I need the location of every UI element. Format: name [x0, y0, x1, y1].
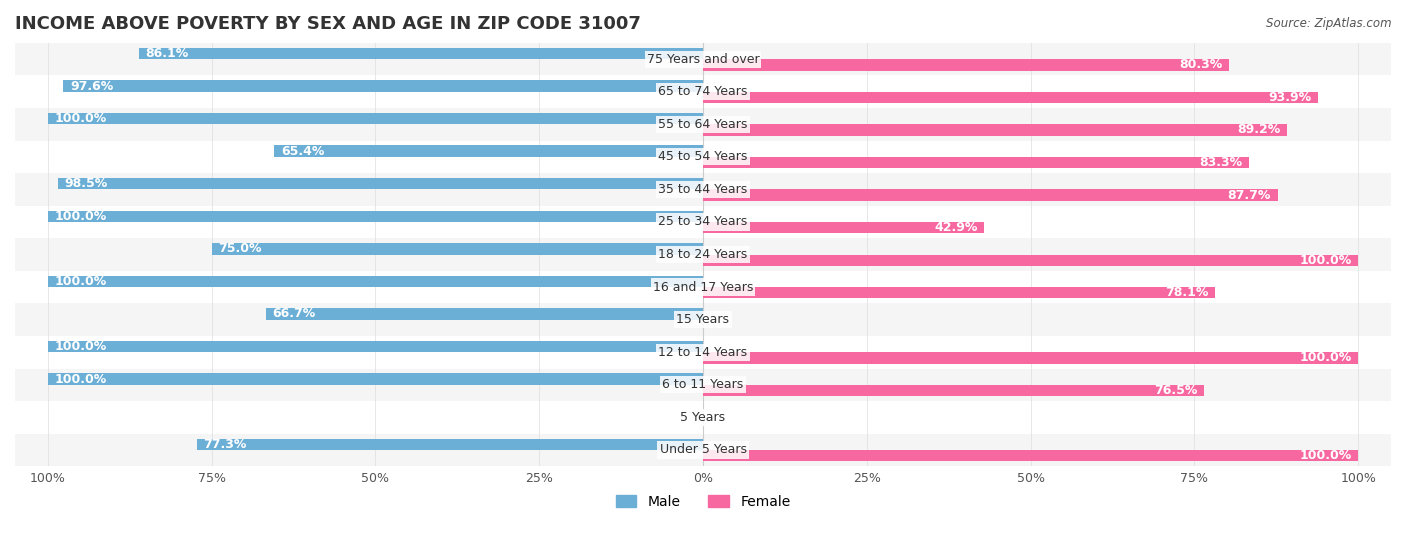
- Bar: [15, 206, 1391, 238]
- Text: 89.2%: 89.2%: [1237, 123, 1281, 137]
- Text: 100.0%: 100.0%: [1299, 254, 1351, 267]
- Text: 65.4%: 65.4%: [281, 145, 325, 158]
- Text: 100.0%: 100.0%: [55, 340, 107, 353]
- Text: 100.0%: 100.0%: [55, 373, 107, 386]
- Bar: [703, 287, 1215, 299]
- Bar: [139, 48, 703, 59]
- Text: 65 to 74 Years: 65 to 74 Years: [658, 85, 748, 98]
- Text: 75 Years and over: 75 Years and over: [647, 52, 759, 66]
- Legend: Male, Female: Male, Female: [610, 489, 796, 514]
- Bar: [15, 43, 1391, 75]
- Bar: [15, 336, 1391, 368]
- Text: 86.1%: 86.1%: [145, 47, 188, 60]
- Bar: [15, 434, 1391, 466]
- Text: 78.1%: 78.1%: [1164, 286, 1208, 299]
- Bar: [15, 108, 1391, 141]
- Bar: [703, 385, 1205, 396]
- Bar: [48, 341, 703, 352]
- Bar: [48, 210, 703, 222]
- Bar: [15, 271, 1391, 304]
- Bar: [703, 59, 1229, 70]
- Bar: [15, 75, 1391, 108]
- Bar: [211, 243, 703, 254]
- Text: 100.0%: 100.0%: [1299, 352, 1351, 364]
- Bar: [703, 352, 1358, 364]
- Text: 75.0%: 75.0%: [218, 242, 262, 256]
- Bar: [703, 157, 1249, 169]
- Bar: [703, 189, 1278, 201]
- Bar: [48, 373, 703, 385]
- Text: 87.7%: 87.7%: [1227, 189, 1271, 201]
- Bar: [703, 222, 984, 233]
- Bar: [703, 254, 1358, 266]
- Bar: [15, 238, 1391, 271]
- Text: 100.0%: 100.0%: [55, 210, 107, 223]
- Text: 5 Years: 5 Years: [681, 411, 725, 424]
- Text: 80.3%: 80.3%: [1180, 59, 1223, 71]
- Text: Under 5 Years: Under 5 Years: [659, 444, 747, 456]
- Text: 66.7%: 66.7%: [273, 307, 316, 320]
- Bar: [15, 368, 1391, 401]
- Text: 100.0%: 100.0%: [55, 275, 107, 288]
- Bar: [266, 308, 703, 320]
- Bar: [703, 92, 1319, 103]
- Text: 35 to 44 Years: 35 to 44 Years: [658, 183, 748, 196]
- Text: 12 to 14 Years: 12 to 14 Years: [658, 346, 748, 359]
- Text: 77.3%: 77.3%: [202, 437, 246, 451]
- Text: 15 Years: 15 Years: [676, 313, 730, 326]
- Bar: [703, 124, 1288, 136]
- Bar: [15, 401, 1391, 434]
- Text: 98.5%: 98.5%: [65, 177, 107, 190]
- Bar: [48, 113, 703, 124]
- Text: INCOME ABOVE POVERTY BY SEX AND AGE IN ZIP CODE 31007: INCOME ABOVE POVERTY BY SEX AND AGE IN Z…: [15, 15, 641, 33]
- Text: 83.3%: 83.3%: [1199, 156, 1243, 169]
- Text: 42.9%: 42.9%: [934, 221, 977, 234]
- Bar: [703, 450, 1358, 461]
- Text: Source: ZipAtlas.com: Source: ZipAtlas.com: [1267, 17, 1392, 30]
- Bar: [15, 304, 1391, 336]
- Bar: [15, 173, 1391, 206]
- Bar: [15, 141, 1391, 173]
- Bar: [63, 80, 703, 92]
- Text: 97.6%: 97.6%: [70, 80, 114, 93]
- Text: 100.0%: 100.0%: [1299, 449, 1351, 462]
- Text: 18 to 24 Years: 18 to 24 Years: [658, 248, 748, 261]
- Text: 16 and 17 Years: 16 and 17 Years: [652, 281, 754, 294]
- Text: 93.9%: 93.9%: [1268, 91, 1312, 104]
- Text: 6 to 11 Years: 6 to 11 Years: [662, 378, 744, 391]
- Text: 76.5%: 76.5%: [1154, 384, 1198, 397]
- Bar: [274, 146, 703, 157]
- Bar: [48, 276, 703, 287]
- Bar: [58, 178, 703, 189]
- Text: 45 to 54 Years: 45 to 54 Years: [658, 150, 748, 163]
- Text: 100.0%: 100.0%: [55, 112, 107, 125]
- Text: 25 to 34 Years: 25 to 34 Years: [658, 215, 748, 228]
- Text: 55 to 64 Years: 55 to 64 Years: [658, 118, 748, 131]
- Bar: [197, 439, 703, 450]
